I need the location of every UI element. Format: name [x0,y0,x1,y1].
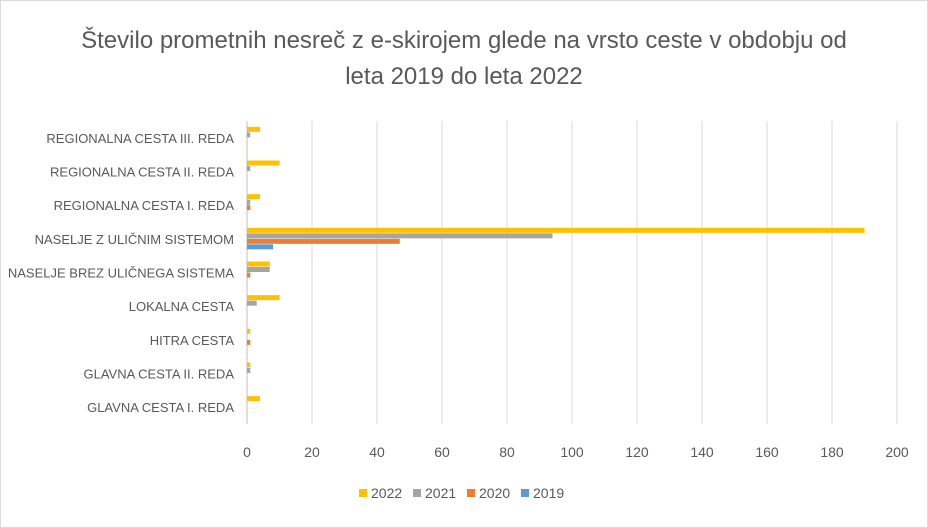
legend-label-2021: 2021 [425,485,456,501]
x-tick-label: 0 [243,444,251,460]
bar-2022 [247,261,270,267]
x-tick-label: 60 [434,444,450,460]
bar-2021 [247,233,553,239]
bar-2021 [247,166,251,171]
bar-2022 [247,396,260,402]
legend-label-2019: 2019 [533,485,564,501]
category-label: NASELJE Z ULIČNIM SISTEMOM [35,232,234,247]
legend-swatch-2021 [413,489,421,497]
legend-label-2020: 2020 [479,485,510,501]
bar-2019 [247,244,273,250]
legend-label-2022: 2022 [371,485,402,501]
x-tick-label: 200 [885,444,909,460]
category-label: REGIONALNA CESTA III. REDA [46,131,234,146]
bar-2022 [247,328,251,334]
legend-swatch-2019 [521,489,529,497]
bar-2020 [247,272,251,278]
bar-2022 [247,295,280,301]
x-tick-label: 160 [755,444,779,460]
bar-2021 [247,199,251,205]
chart-title-line1: Število prometnih nesreč z e-skirojem gl… [81,27,847,54]
category-label: REGIONALNA CESTA I. REDA [54,198,235,213]
bar-2022 [247,126,260,132]
bar-2020 [247,205,251,211]
x-tick-label: 80 [499,444,515,460]
bar-2021 [247,267,270,272]
bar-2022 [247,362,251,368]
bar-2022 [247,227,865,233]
category-label: GLAVNA CESTA I. REDA [87,400,234,415]
bar-2021 [247,132,251,138]
legend-swatch-2022 [359,489,367,497]
bar-2022 [247,194,260,200]
x-tick-label: 120 [625,444,649,460]
chart-title: Število prometnih nesreč z e-skirojem gl… [1,23,927,95]
legend-swatch-2020 [467,489,475,497]
category-label: REGIONALNA CESTA II. REDA [50,165,234,180]
x-tick-label: 180 [820,444,844,460]
x-tick-label: 40 [369,444,385,460]
bar-2022 [247,160,280,166]
bar-2021 [247,300,257,306]
x-tick-label: 20 [304,444,320,460]
bar-2021 [247,368,251,373]
bar-2020 [247,238,400,244]
bar-2020 [247,339,251,345]
x-tick-label: 100 [560,444,584,460]
category-label: GLAVNA CESTA II. REDA [83,367,234,382]
x-tick-label: 140 [690,444,714,460]
category-label: LOKALNA CESTA [129,299,235,314]
category-label: NASELJE BREZ ULIČNEGA SISTEMA [8,266,234,281]
chart-title-line2: leta 2019 do leta 2022 [345,63,583,90]
category-label: HITRA CESTA [150,333,235,348]
